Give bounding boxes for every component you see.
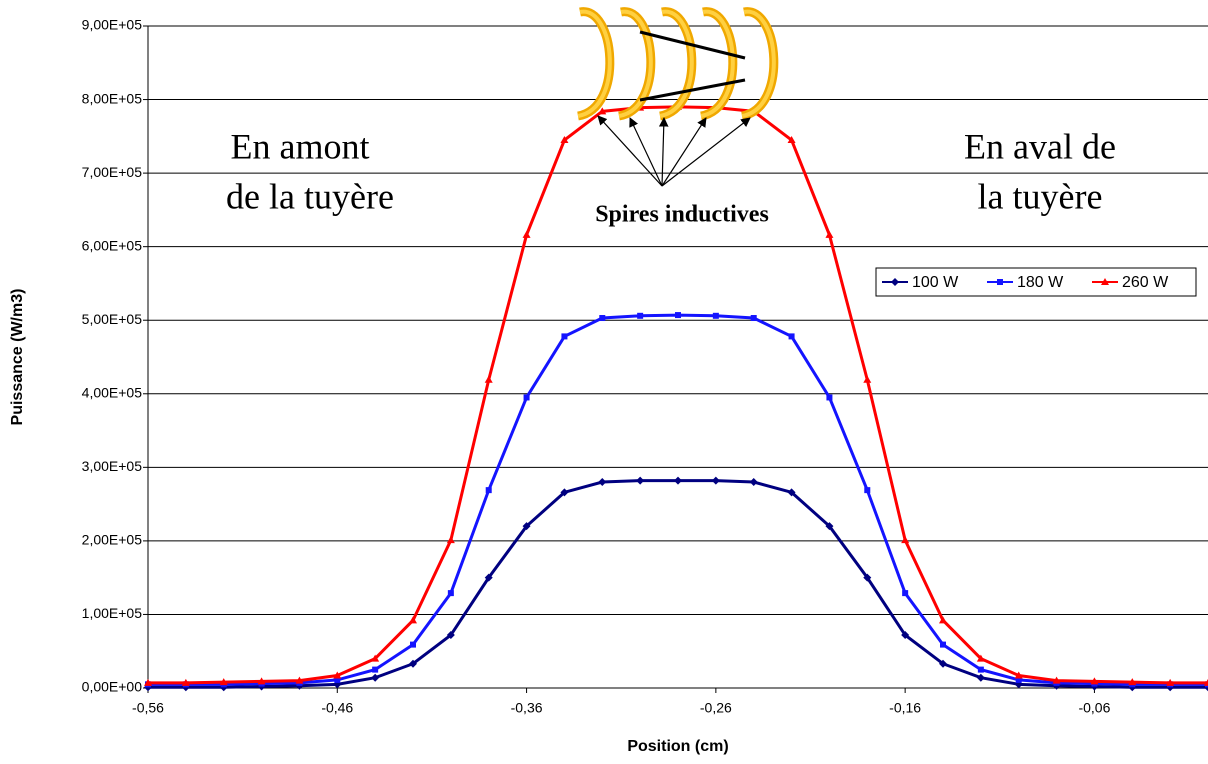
data-point (825, 522, 834, 531)
data-point (636, 476, 645, 485)
x-tick-label: -0,26 (700, 700, 732, 716)
series-line (148, 313, 1208, 686)
y-tick-label: 3,00E+05 (82, 458, 143, 474)
data-point (446, 631, 455, 640)
data-point (976, 654, 985, 662)
data-point (560, 136, 569, 144)
data-point (446, 536, 455, 544)
data-point (864, 487, 871, 494)
data-point (1015, 676, 1022, 683)
data-point (409, 659, 417, 668)
x-tick-label: -0,16 (889, 700, 921, 716)
data-point (144, 678, 152, 686)
data-point (484, 375, 493, 383)
data-point (219, 678, 228, 686)
y-tick-label: 6,00E+05 (82, 237, 143, 253)
y-tick-label: 4,00E+05 (82, 384, 143, 400)
data-point (863, 375, 872, 383)
data-point (484, 573, 493, 582)
annotation: En aval de (964, 126, 1116, 166)
data-point (711, 476, 720, 485)
annotation: Spires inductives (595, 202, 769, 228)
data-point (334, 676, 341, 683)
data-point (712, 312, 719, 319)
annotation: En amont (231, 126, 370, 166)
data-point (522, 230, 531, 238)
data-point (599, 315, 606, 322)
data-point (372, 666, 379, 673)
y-tick-label: 1,00E+05 (82, 605, 143, 621)
y-tick-label: 5,00E+05 (82, 311, 143, 327)
data-point (485, 487, 492, 494)
y-tick-label: 7,00E+05 (82, 164, 143, 180)
data-point (825, 230, 834, 238)
legend-marker (891, 278, 899, 286)
data-point (181, 678, 190, 686)
data-point (939, 616, 947, 624)
legend-box (875, 267, 1197, 297)
data-point (1090, 677, 1099, 685)
data-point (371, 654, 380, 662)
data-point (447, 590, 454, 597)
data-point (787, 488, 796, 497)
y-tick-label: 9,00E+05 (82, 17, 143, 33)
x-axis-title: Position (cm) (627, 738, 728, 755)
data-point (939, 659, 947, 668)
data-point (901, 631, 910, 640)
data-point (560, 488, 569, 497)
y-tick-label: 2,00E+05 (82, 532, 143, 548)
data-point (295, 676, 304, 684)
legend-marker (997, 279, 1003, 285)
data-point (598, 107, 607, 115)
data-point (977, 666, 984, 673)
x-tick-label: -0,36 (511, 700, 543, 716)
data-point (940, 641, 946, 648)
data-point (1166, 678, 1175, 686)
legend-label: 100 W (912, 274, 959, 291)
data-point (1204, 678, 1208, 686)
data-point (976, 673, 985, 682)
x-tick-label: -0,06 (1078, 700, 1110, 716)
data-point (333, 671, 342, 679)
y-axis-title: Puissance (W/m3) (9, 289, 26, 426)
data-point (561, 333, 568, 340)
data-point (598, 478, 607, 487)
data-point (787, 136, 796, 144)
data-point (1014, 671, 1023, 679)
data-point (902, 590, 909, 597)
legend-label: 260 W (1122, 274, 1169, 291)
data-point (749, 478, 758, 487)
data-point (523, 394, 530, 401)
data-point (788, 333, 795, 340)
data-point (522, 522, 531, 531)
annotation: de la tuyère (226, 176, 394, 216)
data-point (826, 394, 833, 401)
data-point (409, 616, 417, 624)
series-line (148, 479, 1208, 689)
data-point (750, 315, 757, 322)
data-point (863, 573, 872, 582)
x-tick-label: -0,46 (321, 700, 353, 716)
data-point (637, 312, 644, 319)
legend-label: 180 W (1017, 274, 1064, 291)
y-tick-label: 8,00E+05 (82, 90, 143, 106)
data-point (674, 476, 682, 485)
legend-marker (1101, 278, 1109, 285)
data-point (675, 312, 681, 319)
x-tick-label: -0,56 (132, 700, 164, 716)
coil-illustration (576, 7, 779, 187)
data-point (901, 536, 910, 544)
data-point (371, 673, 380, 682)
y-tick-label: 0,00E+00 (82, 679, 143, 695)
data-point (1052, 676, 1061, 684)
annotation: la tuyère (978, 176, 1103, 216)
data-point (1128, 678, 1137, 686)
data-point (410, 641, 416, 648)
data-point (257, 677, 266, 685)
